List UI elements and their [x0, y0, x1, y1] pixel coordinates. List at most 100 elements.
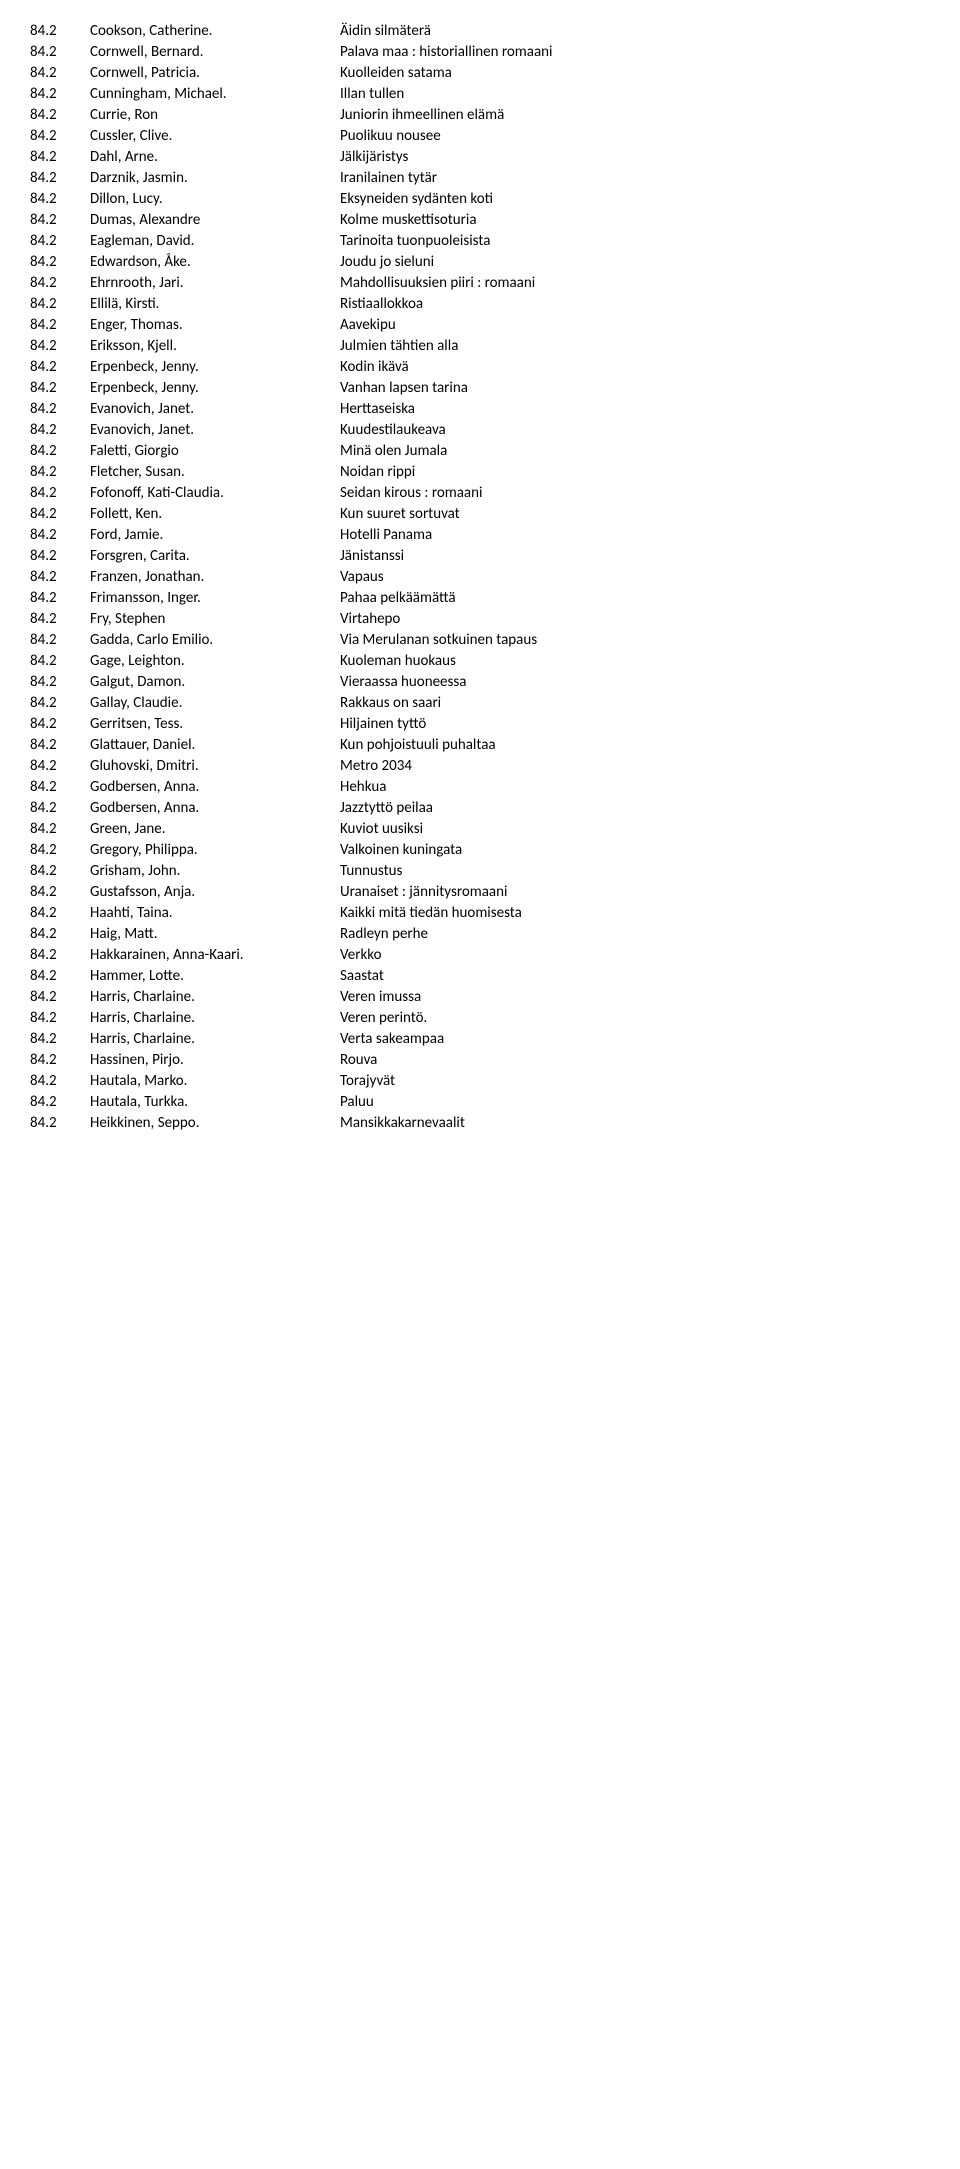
book-title: Juniorin ihmeellinen elämä — [340, 104, 930, 125]
table-row: 84.2Dahl, Arne.Jälkijäristys — [30, 146, 930, 167]
book-title: Illan tullen — [340, 83, 930, 104]
book-title: Virtahepo — [340, 608, 930, 629]
author-name: Gregory, Philippa. — [90, 839, 340, 860]
author-name: Faletti, Giorgio — [90, 440, 340, 461]
classification-code: 84.2 — [30, 104, 90, 125]
table-row: 84.2Follett, Ken.Kun suuret sortuvat — [30, 503, 930, 524]
author-name: Green, Jane. — [90, 818, 340, 839]
author-name: Erpenbeck, Jenny. — [90, 356, 340, 377]
author-name: Hautala, Marko. — [90, 1070, 340, 1091]
author-name: Grisham, John. — [90, 860, 340, 881]
table-row: 84.2Ford, Jamie.Hotelli Panama — [30, 524, 930, 545]
table-row: 84.2Currie, RonJuniorin ihmeellinen eläm… — [30, 104, 930, 125]
table-row: 84.2Cussler, Clive.Puolikuu nousee — [30, 125, 930, 146]
book-title: Hiljainen tyttö — [340, 713, 930, 734]
classification-code: 84.2 — [30, 1028, 90, 1049]
book-title: Veren perintö. — [340, 1007, 930, 1028]
classification-code: 84.2 — [30, 20, 90, 41]
author-name: Eagleman, David. — [90, 230, 340, 251]
author-name: Ellilä, Kirsti. — [90, 293, 340, 314]
author-name: Franzen, Jonathan. — [90, 566, 340, 587]
classification-code: 84.2 — [30, 335, 90, 356]
author-name: Frimansson, Inger. — [90, 587, 340, 608]
book-title: Iranilainen tytär — [340, 167, 930, 188]
table-row: 84.2Gerritsen, Tess.Hiljainen tyttö — [30, 713, 930, 734]
book-title: Torajyvät — [340, 1070, 930, 1091]
classification-code: 84.2 — [30, 860, 90, 881]
table-row: 84.2Ellilä, Kirsti.Ristiaallokkoa — [30, 293, 930, 314]
table-row: 84.2Hautala, Marko.Torajyvät — [30, 1070, 930, 1091]
author-name: Edwardson, Åke. — [90, 251, 340, 272]
classification-code: 84.2 — [30, 1049, 90, 1070]
author-name: Dillon, Lucy. — [90, 188, 340, 209]
classification-code: 84.2 — [30, 1007, 90, 1028]
author-name: Gadda, Carlo Emilio. — [90, 629, 340, 650]
book-title: Aavekipu — [340, 314, 930, 335]
classification-code: 84.2 — [30, 440, 90, 461]
book-title: Mahdollisuuksien piiri : romaani — [340, 272, 930, 293]
author-name: Haig, Matt. — [90, 923, 340, 944]
book-title: Kun pohjoistuuli puhaltaa — [340, 734, 930, 755]
classification-code: 84.2 — [30, 377, 90, 398]
table-row: 84.2Fofonoff, Kati-Claudia.Seidan kirous… — [30, 482, 930, 503]
classification-code: 84.2 — [30, 965, 90, 986]
table-row: 84.2Frimansson, Inger.Pahaa pelkäämättä — [30, 587, 930, 608]
author-name: Harris, Charlaine. — [90, 1028, 340, 1049]
book-title: Rouva — [340, 1049, 930, 1070]
classification-code: 84.2 — [30, 881, 90, 902]
classification-code: 84.2 — [30, 356, 90, 377]
table-row: 84.2Gage, Leighton.Kuoleman huokaus — [30, 650, 930, 671]
table-row: 84.2Cookson, Catherine.Äidin silmäterä — [30, 20, 930, 41]
book-title: Hehkua — [340, 776, 930, 797]
author-name: Currie, Ron — [90, 104, 340, 125]
classification-code: 84.2 — [30, 503, 90, 524]
book-title: Verkko — [340, 944, 930, 965]
book-list-table: 84.2Cookson, Catherine.Äidin silmäterä84… — [30, 20, 930, 1133]
author-name: Harris, Charlaine. — [90, 1007, 340, 1028]
book-title: Tunnustus — [340, 860, 930, 881]
book-title: Joudu jo sieluni — [340, 251, 930, 272]
author-name: Gluhovski, Dmitri. — [90, 755, 340, 776]
table-row: 84.2Haig, Matt.Radleyn perhe — [30, 923, 930, 944]
author-name: Fofonoff, Kati-Claudia. — [90, 482, 340, 503]
book-title: Kun suuret sortuvat — [340, 503, 930, 524]
classification-code: 84.2 — [30, 923, 90, 944]
table-row: 84.2Enger, Thomas.Aavekipu — [30, 314, 930, 335]
author-name: Cornwell, Bernard. — [90, 41, 340, 62]
book-title: Kuudestilaukeava — [340, 419, 930, 440]
classification-code: 84.2 — [30, 419, 90, 440]
classification-code: 84.2 — [30, 209, 90, 230]
table-row: 84.2Heikkinen, Seppo.Mansikkakarnevaalit — [30, 1112, 930, 1133]
classification-code: 84.2 — [30, 902, 90, 923]
classification-code: 84.2 — [30, 524, 90, 545]
author-name: Hammer, Lotte. — [90, 965, 340, 986]
book-title: Seidan kirous : romaani — [340, 482, 930, 503]
table-row: 84.2Gustafsson, Anja.Uranaiset : jännity… — [30, 881, 930, 902]
table-row: 84.2Gallay, Claudie.Rakkaus on saari — [30, 692, 930, 713]
classification-code: 84.2 — [30, 1112, 90, 1133]
table-row: 84.2Haahti, Taina.Kaikki mitä tiedän huo… — [30, 902, 930, 923]
table-row: 84.2Gadda, Carlo Emilio.Via Merulanan so… — [30, 629, 930, 650]
author-name: Eriksson, Kjell. — [90, 335, 340, 356]
table-row: 84.2Gregory, Philippa.Valkoinen kuningat… — [30, 839, 930, 860]
classification-code: 84.2 — [30, 461, 90, 482]
table-row: 84.2Eriksson, Kjell.Julmien tähtien alla — [30, 335, 930, 356]
author-name: Gerritsen, Tess. — [90, 713, 340, 734]
classification-code: 84.2 — [30, 314, 90, 335]
classification-code: 84.2 — [30, 587, 90, 608]
classification-code: 84.2 — [30, 734, 90, 755]
classification-code: 84.2 — [30, 629, 90, 650]
author-name: Haahti, Taina. — [90, 902, 340, 923]
classification-code: 84.2 — [30, 713, 90, 734]
book-title: Rakkaus on saari — [340, 692, 930, 713]
book-title: Jälkijäristys — [340, 146, 930, 167]
classification-code: 84.2 — [30, 692, 90, 713]
author-name: Cunningham, Michael. — [90, 83, 340, 104]
classification-code: 84.2 — [30, 671, 90, 692]
book-title: Tarinoita tuonpuoleisista — [340, 230, 930, 251]
classification-code: 84.2 — [30, 944, 90, 965]
table-row: 84.2Harris, Charlaine.Veren imussa — [30, 986, 930, 1007]
author-name: Cussler, Clive. — [90, 125, 340, 146]
book-title: Puolikuu nousee — [340, 125, 930, 146]
table-row: 84.2Edwardson, Åke.Joudu jo sieluni — [30, 251, 930, 272]
